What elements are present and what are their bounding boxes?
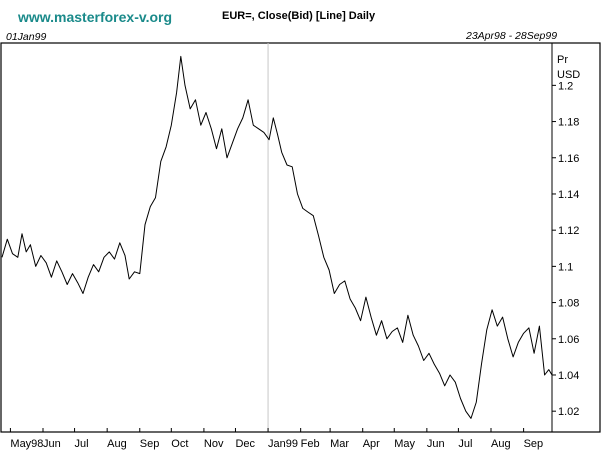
y-tick-label: 1.14 xyxy=(558,189,579,201)
y-tick-label: 1.18 xyxy=(558,117,579,129)
x-tick-label: Jun xyxy=(427,438,445,450)
x-tick-label: May xyxy=(394,438,415,450)
x-tick-label: Jun xyxy=(43,438,61,450)
website-watermark: www.masterforex-v.org xyxy=(17,9,172,25)
y-tick-label: 1.12 xyxy=(558,225,579,237)
y-tick-label: 1.06 xyxy=(558,334,579,346)
x-tick-label: Jul xyxy=(75,438,89,450)
x-tick-label: Feb xyxy=(301,438,320,450)
x-tick-label: May98 xyxy=(10,438,43,450)
y-axis: 1.02 1.04 1.06 1.08 1.1 1.12 1.14 1.16 1.18 1.2 xyxy=(552,80,579,418)
y-tick-label: 1.02 xyxy=(558,406,579,418)
chart-title: EUR=, Close(Bid) [Line] Daily xyxy=(222,10,376,22)
x-tick-label: Oct xyxy=(171,438,188,450)
x-axis: May98 Jun Jul Aug Sep Oct Nov Dec Jan99 Feb Mar Apr… xyxy=(9,428,544,450)
x-tick-label: Aug xyxy=(107,438,127,450)
x-tick-label: Apr xyxy=(363,438,380,450)
x-tick-label: Sep xyxy=(524,438,544,450)
y-tick-label: 1.1 xyxy=(558,261,573,273)
y-tick-label: 1.2 xyxy=(558,80,573,92)
y-tick-label: 1.04 xyxy=(558,370,579,382)
x-tick-label: Jul xyxy=(458,438,472,450)
x-tick-label: Aug xyxy=(491,438,511,450)
x-tick-label: Jan99 xyxy=(268,438,298,450)
x-tick-label: Mar xyxy=(330,438,349,450)
marker-date-label: 01Jan99 xyxy=(6,31,46,43)
y-tick-label: 1.16 xyxy=(558,153,579,165)
y-axis-label-line-1: Pr xyxy=(557,54,568,66)
x-tick-label: Nov xyxy=(204,438,224,450)
y-axis-label-line-2: USD xyxy=(557,69,580,81)
y-tick-label: 1.08 xyxy=(558,298,579,310)
date-range-label: 23Apr98 - 28Sep99 xyxy=(465,30,557,42)
x-tick-label: Sep xyxy=(140,438,160,450)
series-line xyxy=(1,55,553,419)
x-tick-label: Dec xyxy=(235,438,255,450)
chart-frame xyxy=(0,42,601,433)
